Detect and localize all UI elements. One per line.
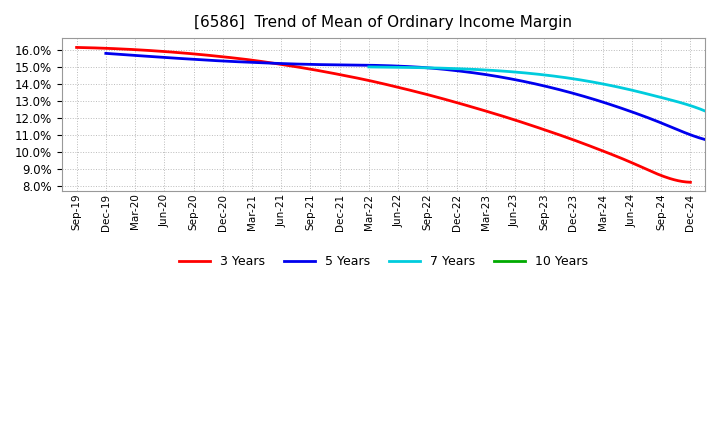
Legend: 3 Years, 5 Years, 7 Years, 10 Years: 3 Years, 5 Years, 7 Years, 10 Years (174, 250, 593, 273)
Title: [6586]  Trend of Mean of Ordinary Income Margin: [6586] Trend of Mean of Ordinary Income … (194, 15, 572, 30)
